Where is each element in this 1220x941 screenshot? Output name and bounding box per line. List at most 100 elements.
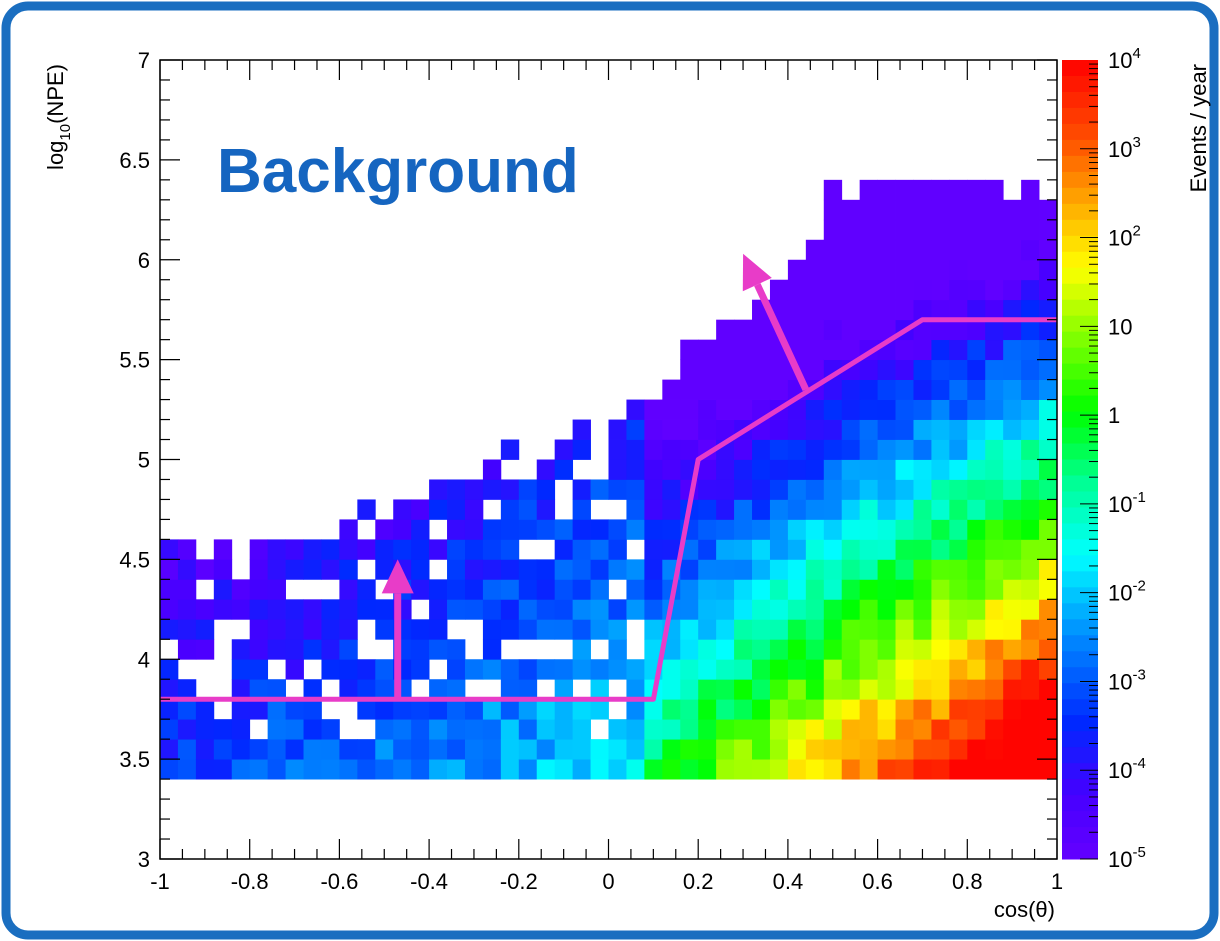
heatmap-cell: [787, 479, 807, 500]
heatmap-cell: [752, 479, 771, 500]
heatmap-cell: [267, 539, 286, 560]
heatmap-cell: [895, 479, 914, 500]
heatmap-cell: [787, 579, 807, 600]
heatmap-cell: [769, 499, 789, 520]
heatmap-cell: [1003, 359, 1022, 380]
heatmap-cell: [393, 499, 412, 520]
heatmap-cell: [895, 639, 914, 660]
heatmap-cell: [626, 439, 645, 460]
heatmap-cell: [411, 639, 430, 660]
heatmap-cell: [160, 559, 179, 580]
heatmap-cell: [536, 619, 556, 640]
heatmap-cell: [841, 719, 861, 740]
heatmap-cell: [823, 539, 843, 560]
heatmap-cell: [823, 279, 843, 301]
heatmap-cell: [877, 419, 896, 440]
heatmap-cell: [841, 759, 861, 780]
heatmap-cell: [823, 379, 843, 400]
heatmap-cell: [1021, 299, 1040, 321]
heatmap-cell: [698, 719, 717, 740]
heatmap-cell: [698, 659, 717, 680]
heatmap-cell: [949, 299, 968, 321]
heatmap-cell: [949, 419, 968, 440]
heatmap-cell: [949, 179, 968, 201]
colorbar-segment: [1062, 747, 1098, 764]
heatmap-cell: [554, 679, 574, 700]
heatmap-cell: [985, 379, 1004, 400]
heatmap-cell: [590, 679, 609, 700]
heatmap-cell: [931, 699, 950, 720]
heatmap-cell: [949, 319, 968, 341]
heatmap-cell: [554, 719, 574, 740]
heatmap-cell: [321, 639, 340, 660]
heatmap-cell: [1021, 319, 1040, 341]
heatmap-cell: [662, 459, 681, 480]
heatmap-cell: [536, 599, 556, 620]
heatmap-cell: [572, 559, 591, 580]
heatmap-cell: [931, 399, 950, 420]
heatmap-cell: [608, 519, 627, 540]
heatmap-cell: [913, 199, 932, 221]
colorbar-segment: [1062, 123, 1098, 141]
heatmap-cell: [177, 759, 197, 780]
heatmap-cell: [662, 479, 681, 500]
heatmap-cell: [1021, 199, 1040, 221]
heatmap-cell: [877, 519, 896, 540]
heatmap-cell: [267, 739, 286, 760]
heatmap-cell: [913, 579, 932, 600]
heatmap-cell: [805, 439, 825, 460]
heatmap-cell: [285, 719, 304, 740]
heatmap-cell: [1003, 659, 1022, 680]
heatmap-cell: [877, 579, 896, 600]
heatmap-cell: [447, 639, 466, 660]
heatmap-cell: [913, 239, 932, 261]
heatmap-cell: [752, 439, 771, 460]
heatmap-cell: [1021, 739, 1040, 760]
colorbar-segment: [1062, 827, 1098, 844]
heatmap-cell: [429, 719, 448, 740]
heatmap-cell: [913, 599, 932, 620]
heatmap-cell: [626, 759, 645, 780]
heatmap-cell: [177, 559, 197, 580]
heatmap-cell: [464, 719, 484, 740]
heatmap-cell: [931, 659, 950, 680]
y-axis-title-main: log: [43, 141, 68, 170]
heatmap-cell: [267, 759, 286, 780]
heatmap-cell: [698, 559, 717, 580]
heatmap-cell: [554, 579, 574, 600]
y-tick-label: 6.5: [119, 148, 150, 173]
heatmap-cell: [357, 579, 376, 600]
heatmap-cell: [303, 599, 322, 620]
heatmap-cell: [375, 539, 394, 560]
heatmap-cell: [931, 239, 950, 261]
heatmap-cell: [249, 759, 269, 780]
heatmap-cell: [967, 539, 986, 560]
heatmap-cell: [303, 539, 322, 560]
heatmap-cell: [931, 739, 950, 760]
colorbar-label: 103: [1108, 134, 1141, 162]
heatmap-cell: [769, 719, 789, 740]
heatmap-cell: [1039, 199, 1058, 221]
x-axis-title: cos(θ): [994, 897, 1055, 922]
heatmap-cell: [411, 579, 430, 600]
heatmap-cell: [429, 499, 448, 520]
heatmap-cell: [895, 199, 914, 221]
heatmap-cell: [805, 259, 825, 281]
heatmap-cell: [303, 719, 322, 740]
heatmap-cell: [734, 739, 753, 760]
heatmap-cell: [949, 759, 968, 780]
heatmap-cell: [536, 699, 556, 720]
heatmap-cell: [752, 659, 771, 680]
colorbar-segment: [1062, 283, 1098, 301]
heatmap-cell: [1021, 419, 1040, 440]
heatmap-cell: [482, 739, 502, 760]
heatmap-cell: [482, 479, 502, 500]
heatmap-cell: [554, 539, 574, 560]
colorbar-segment: [1062, 699, 1098, 716]
heatmap-cell: [734, 579, 753, 600]
heatmap-cell: [734, 659, 753, 680]
heatmap-cell: [357, 759, 376, 780]
heatmap-cell: [518, 499, 538, 520]
heatmap-cell: [698, 499, 717, 520]
heatmap-cell: [752, 639, 771, 660]
